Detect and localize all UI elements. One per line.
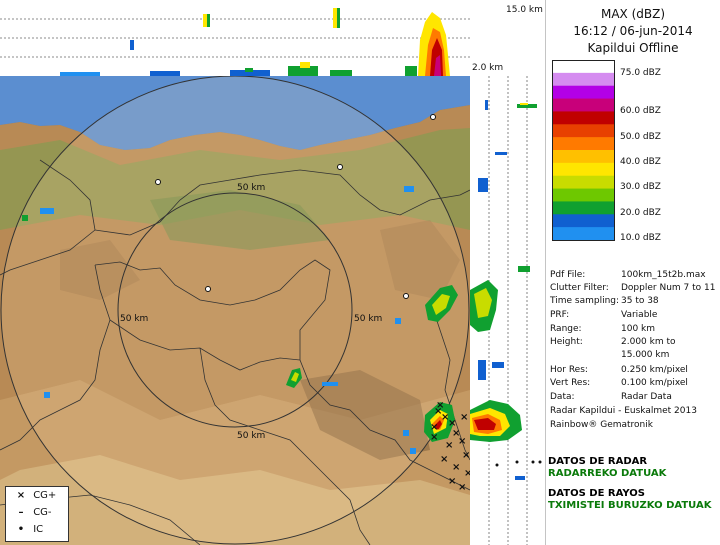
range-label-top: 50 km	[237, 183, 265, 193]
color-swatch	[553, 188, 614, 202]
svg-text:×: ×	[460, 412, 468, 423]
datetime: 16:12 / 06-jun-2014	[573, 24, 693, 38]
svg-text:×: ×	[458, 436, 466, 447]
range-circle-100km	[0, 76, 470, 545]
legend-label-20: 20.0 dBZ	[620, 208, 661, 218]
key-row-ic: • IC	[12, 524, 43, 535]
radar-map: 15.0 km 2.0 km	[0, 0, 546, 545]
info-panel: MAX (dBZ) 16:12 / 06-jun-2014 Kapildui O…	[546, 0, 720, 545]
svg-text:×: ×	[452, 462, 460, 473]
plan-echoes	[22, 186, 458, 454]
color-swatch	[553, 85, 614, 100]
lightning-data-link-eu[interactable]: TXIMISTEI BURUZKO DATUAK	[548, 500, 712, 511]
svg-text:×: ×	[448, 476, 456, 487]
key-row-cg-plus: × CG+	[12, 490, 57, 501]
svg-text:×: ×	[448, 418, 456, 429]
top-section-panel	[0, 0, 470, 76]
color-swatch	[553, 150, 614, 164]
color-swatch	[553, 214, 614, 228]
radar-data-link-es[interactable]: DATOS DE RADAR	[548, 456, 648, 467]
svg-text:×: ×	[430, 422, 438, 433]
color-swatch	[553, 162, 614, 177]
cg-minus-icon: –	[18, 507, 24, 518]
legend-label-60: 60.0 dBZ	[620, 106, 661, 116]
legend-label-40: 40.0 dBZ	[620, 157, 661, 167]
city-markers	[155, 114, 436, 299]
range-label-left: 50 km	[120, 314, 148, 324]
lightning-data-link-es[interactable]: DATOS DE RAYOS	[548, 488, 645, 499]
svg-text:×: ×	[458, 482, 466, 493]
legend-label-10: 10.0 dBZ	[620, 233, 661, 243]
credit-radar: Radar Kapildui - Euskalmet 2013	[550, 406, 697, 416]
radar-status: Kapildui Offline	[587, 41, 679, 55]
right-section-echoes	[470, 100, 542, 480]
plan-view: ××× ××× ××× ××× ××× ×	[0, 76, 472, 545]
svg-text:×: ×	[452, 428, 460, 439]
top-section-echoes	[60, 8, 450, 76]
svg-text:×: ×	[436, 400, 444, 411]
color-swatch	[553, 227, 614, 241]
range-circle-50km	[117, 192, 353, 428]
ic-icon: •	[17, 524, 25, 535]
color-swatch	[553, 72, 614, 87]
color-swatch	[553, 111, 614, 125]
svg-text:×: ×	[440, 454, 448, 465]
svg-text:×: ×	[430, 432, 438, 443]
color-swatch	[553, 124, 614, 138]
range-label-bottom: 50 km	[237, 431, 265, 441]
height-top-label: 15.0 km	[506, 5, 543, 15]
radar-data-link-eu[interactable]: RADARREKO DATUAK	[548, 468, 667, 479]
svg-text:×: ×	[462, 450, 470, 461]
color-swatch	[553, 201, 614, 215]
svg-text:×: ×	[441, 412, 449, 423]
legend-label-50: 50.0 dBZ	[620, 132, 661, 142]
color-swatch	[553, 137, 614, 151]
color-swatch	[553, 98, 614, 112]
cg-plus-icon: ×	[16, 490, 26, 501]
legend-label-30: 30.0 dBZ	[620, 182, 661, 192]
lightning-strikes: ××× ××× ××× ××× ××× ×	[430, 400, 472, 493]
svg-text:×: ×	[445, 440, 453, 451]
color-swatch	[553, 175, 614, 190]
key-row-cg-minus: – CG-	[12, 507, 52, 518]
lightning-key: × CG+ – CG- • IC	[5, 486, 69, 542]
range-label-right: 50 km	[354, 314, 382, 324]
svg-text:×: ×	[464, 468, 472, 479]
color-swatch	[553, 60, 614, 74]
product-title: MAX (dBZ)	[600, 7, 666, 21]
color-scale	[552, 60, 615, 241]
credit-gematronik: Rainbow® Gematronik	[550, 420, 653, 430]
svg-text:×: ×	[434, 406, 442, 417]
height-bottom-label: 2.0 km	[472, 63, 503, 73]
legend-label-75: 75.0 dBZ	[620, 68, 661, 78]
